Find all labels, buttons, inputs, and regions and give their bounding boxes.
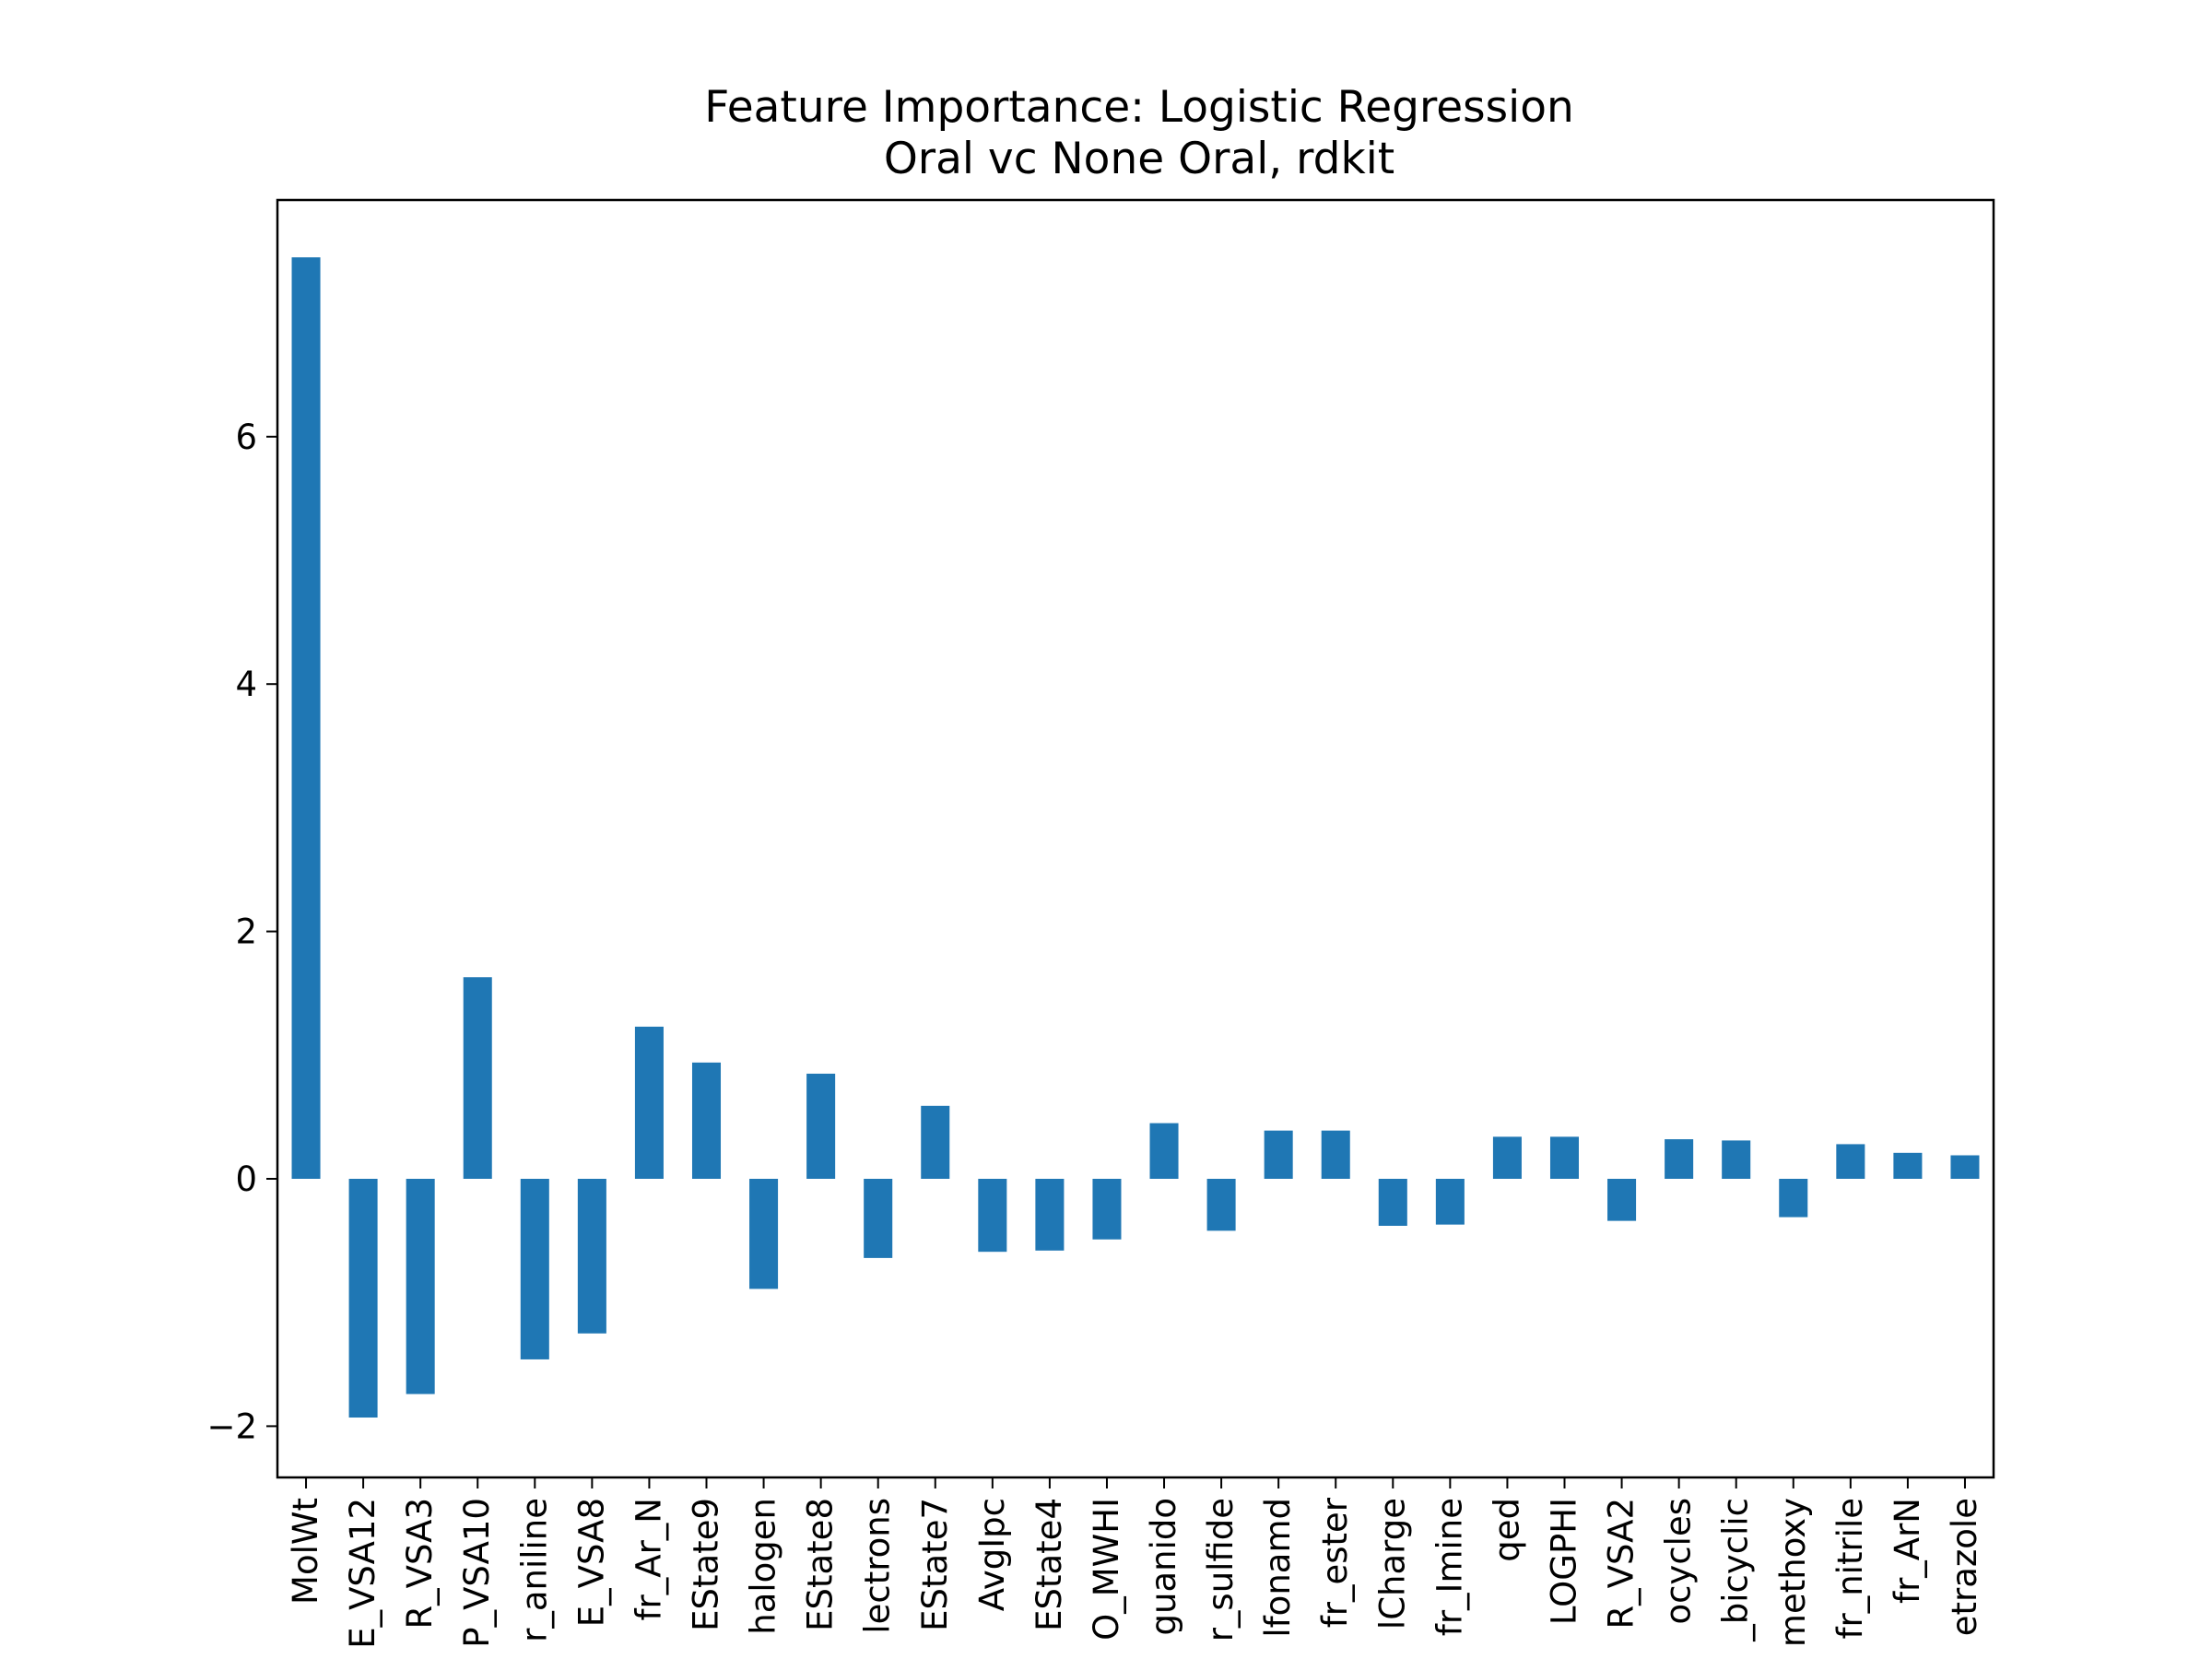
x-tick-label: fr_nitrile — [1830, 1498, 1870, 1640]
bar-etrazole — [1950, 1155, 1980, 1179]
x-tick-label: E_VSA8 — [571, 1498, 611, 1627]
bar-r_sulfide — [1206, 1179, 1236, 1231]
x-tick-label: lectrons — [858, 1498, 898, 1634]
bar-P_VSA10 — [463, 977, 492, 1179]
x-tick-label: EState8 — [801, 1498, 841, 1631]
x-tick-label: AvgIpc — [972, 1498, 1012, 1611]
bar-lfonamd — [1264, 1130, 1293, 1179]
chart-subtitle: Oral vc None Oral, rdkit — [884, 134, 1394, 184]
x-tick-label: P_VSA10 — [457, 1498, 497, 1648]
bar-r_aniline — [520, 1179, 549, 1359]
bar-ocycles — [1665, 1139, 1694, 1179]
x-tick-label: EState9 — [687, 1498, 726, 1631]
x-tick-label: methoxy — [1773, 1498, 1813, 1647]
bar-EState8 — [806, 1073, 836, 1179]
x-tick-label: LOGPHI — [1545, 1498, 1584, 1625]
x-tick-label: _bicyclic — [1716, 1498, 1756, 1642]
bar-fr_Ar_N — [634, 1026, 664, 1179]
x-tick-label: ocycles — [1659, 1498, 1699, 1625]
bar-LOGPHI — [1549, 1136, 1580, 1179]
bar-AvgIpc — [978, 1179, 1007, 1253]
y-tick-label: −2 — [206, 1406, 257, 1446]
bar-E_VSA8 — [577, 1179, 606, 1334]
chart-title: Feature Importance: Logistic Regression — [704, 82, 1574, 133]
y-tick-label: 6 — [235, 418, 257, 457]
x-tick-label: halogen — [744, 1498, 783, 1635]
x-tick-label: fr_ArN — [1888, 1498, 1927, 1604]
x-tick-label: R_VSA2 — [1602, 1498, 1641, 1630]
bar-R_VSA3 — [406, 1179, 435, 1394]
x-tick-label: EState7 — [915, 1498, 955, 1631]
bar-_bicyclic — [1722, 1140, 1751, 1179]
bar-guanido — [1149, 1123, 1179, 1179]
bar-EState4 — [1035, 1179, 1065, 1251]
x-tick-label: r_sulfide — [1201, 1498, 1241, 1641]
bar-fr_nitrile — [1836, 1144, 1865, 1179]
x-tick-label: E_VSA12 — [343, 1498, 382, 1649]
x-tick-label: MolWt — [286, 1498, 325, 1605]
x-axis: MolWt E_VSA12 R_VSA3 P_VSA10 r_aniline E_VSA8… — [286, 1477, 1984, 1649]
x-tick-label: R_VSA3 — [400, 1498, 440, 1630]
bar-EState7 — [921, 1105, 950, 1179]
bar-R_VSA2 — [1607, 1179, 1637, 1221]
x-tick-label: fr_Imine — [1430, 1498, 1469, 1636]
y-tick-label: 4 — [235, 665, 257, 704]
x-tick-label: O_MWHI — [1087, 1498, 1126, 1641]
x-tick-label: guanido — [1144, 1498, 1183, 1635]
bar-O_MWHI — [1092, 1179, 1122, 1240]
bar-fr_ester — [1321, 1130, 1350, 1179]
bar-EState9 — [691, 1062, 722, 1179]
y-tick-label: 0 — [235, 1159, 257, 1199]
plot-frame — [276, 198, 1995, 1479]
x-tick-label: r_aniline — [514, 1498, 554, 1642]
x-tick-label: EState4 — [1030, 1498, 1069, 1631]
bar-MolWt — [291, 257, 321, 1180]
bar-lectrons — [864, 1179, 893, 1258]
bar-fr_ArN — [1893, 1152, 1923, 1179]
y-axis: −2 0 2 4 6 — [206, 418, 277, 1446]
bar-E_VSA12 — [348, 1179, 378, 1418]
bar-halogen — [749, 1179, 779, 1289]
x-tick-label: lCharge — [1372, 1498, 1412, 1630]
x-tick-label: lfonamd — [1258, 1498, 1298, 1638]
x-tick-label: fr_ester — [1315, 1497, 1355, 1628]
x-tick-label: qed — [1487, 1498, 1526, 1562]
bar-series — [291, 257, 1980, 1418]
bar-methoxy — [1779, 1179, 1808, 1218]
bar-fr_Imine — [1435, 1179, 1465, 1225]
y-tick-label: 2 — [235, 912, 257, 952]
bar-lCharge — [1378, 1179, 1407, 1226]
x-tick-label: fr_Ar_N — [629, 1498, 668, 1620]
bar-qed — [1492, 1136, 1522, 1179]
x-tick-label: etrazole — [1945, 1498, 1984, 1636]
